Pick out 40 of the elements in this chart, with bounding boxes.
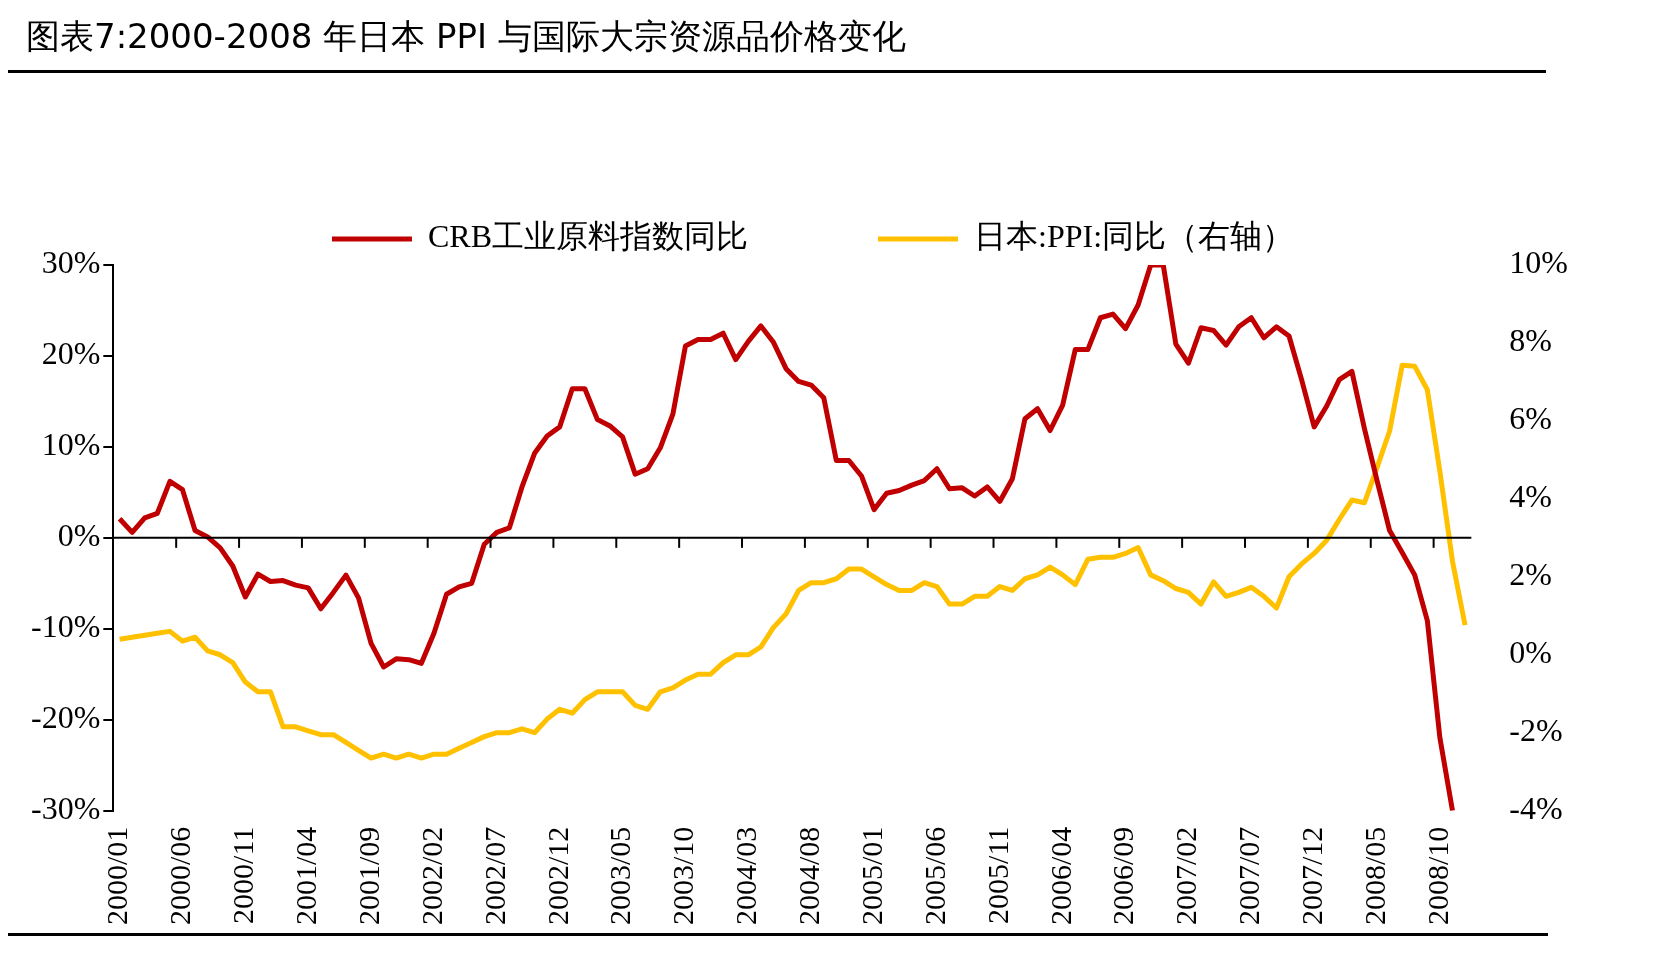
x-tick-label: 2004/08 [792, 826, 826, 926]
x-tick-label: 2006/04 [1043, 826, 1077, 926]
x-tick-label: 2005/01 [854, 826, 888, 926]
x-tick-label: 2004/03 [729, 826, 763, 926]
y-tick-label: -10% [31, 608, 101, 645]
chart-title: 图表7:2000-2008 年日本 PPI 与国际大宗资源品价格变化 [8, 8, 1546, 73]
x-tick-label: 2002/02 [414, 826, 448, 926]
y-tick-label: 20% [41, 335, 101, 372]
x-tick-label: 2005/06 [917, 826, 951, 926]
x-tick-label: 2002/07 [477, 826, 511, 926]
x-tick-label: 2007/02 [1169, 826, 1203, 926]
x-tick-label: 2008/05 [1357, 826, 1391, 926]
x-tick-label: 2003/05 [603, 826, 637, 926]
y2-tick-label: 0% [1509, 634, 1552, 671]
y2-tick-label: 2% [1509, 556, 1552, 593]
x-tick-label: 2008/10 [1420, 826, 1454, 926]
y-tick-label: 30% [41, 244, 101, 281]
y2-tick-label: 8% [1509, 322, 1552, 359]
y2-tick-label: 6% [1509, 400, 1552, 437]
legend-label: 日本:PPI:同比（右轴） [974, 218, 1295, 255]
x-tick-label: 2001/04 [289, 826, 323, 926]
y2-tick-label: -2% [1509, 712, 1563, 749]
y2-tick-label: -4% [1509, 790, 1563, 827]
x-tick-label: 2007/07 [1232, 826, 1266, 926]
y2-tick-label: 10% [1509, 244, 1568, 281]
x-tick-label: 2003/10 [666, 826, 700, 926]
y-tick-label: -30% [31, 790, 101, 827]
x-tick-label: 2007/12 [1295, 826, 1329, 926]
y2-tick-label: 4% [1509, 478, 1552, 515]
x-tick-label: 2005/11 [980, 826, 1014, 924]
y-tick-label: 10% [41, 426, 101, 463]
x-tick-label: 2000/06 [163, 826, 197, 926]
x-tick-label: 2002/12 [540, 826, 574, 926]
legend-label: CRB工业原料指数同比 [427, 218, 748, 255]
x-tick-label: 2000/11 [226, 826, 260, 924]
x-tick-label: 2006/09 [1106, 826, 1140, 926]
x-tick-label: 2001/09 [351, 826, 385, 926]
y-tick-label: 0% [57, 517, 101, 554]
y-tick-label: -20% [31, 699, 101, 736]
x-tick-label: 2000/01 [100, 826, 134, 926]
